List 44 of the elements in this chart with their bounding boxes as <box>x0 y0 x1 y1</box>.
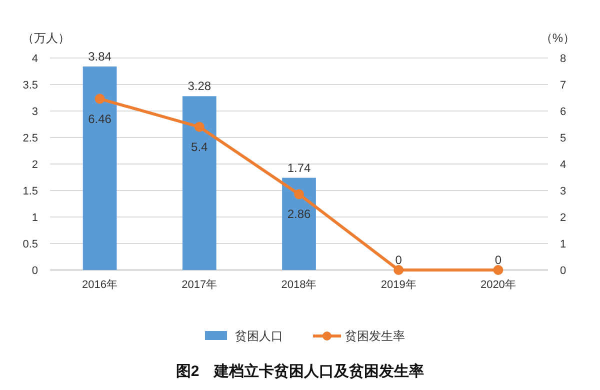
point <box>493 265 504 275</box>
y-tick-label: 0 <box>32 265 38 277</box>
x-tick-label: 2018年 <box>281 279 317 291</box>
y-tick-label: 4 <box>32 53 38 65</box>
y2-tick-label: 5 <box>560 132 566 144</box>
data-label: 0 <box>395 253 402 267</box>
bar <box>182 96 216 270</box>
bar <box>82 66 117 270</box>
x-tick-label: 2017年 <box>182 279 218 291</box>
y2-tick-label: 8 <box>560 53 566 65</box>
y2-tick-label: 2 <box>560 212 566 224</box>
data-label: 3.84 <box>88 49 112 64</box>
point <box>194 122 204 132</box>
point <box>394 265 404 275</box>
data-label: 6.46 <box>88 112 112 126</box>
y-tick-label: 2.5 <box>22 132 38 144</box>
y-tick-label: 1 <box>32 212 38 224</box>
y2-tick-label: 1 <box>560 238 566 250</box>
x-tick-label: 2019年 <box>380 279 416 291</box>
y2-tick-label: 0 <box>560 265 566 277</box>
text: 图2 建档立卡贫困人口及贫困发生率 <box>176 362 424 380</box>
y2-tick-label: 3 <box>560 186 566 198</box>
point <box>294 189 304 200</box>
x-tick-label: 2016年 <box>82 279 118 291</box>
point <box>94 94 105 104</box>
bar <box>282 178 316 270</box>
y2-tick-label: 7 <box>560 80 566 92</box>
y-tick-label: 3 <box>32 106 38 118</box>
y2-axis-title: （%） <box>540 31 575 45</box>
data-label: 0 <box>494 253 502 267</box>
data-label: 2.86 <box>287 207 311 222</box>
data-label: 5.4 <box>191 140 208 154</box>
y2-tick-label: 6 <box>560 106 566 118</box>
y2-tick-label: 4 <box>560 159 566 171</box>
y-tick-label: 2 <box>32 159 38 171</box>
y-tick-label: 0.5 <box>22 238 38 250</box>
y-tick-label: 1.5 <box>22 186 38 198</box>
legend-label: 贫困人口 <box>235 329 283 343</box>
legend-label: 贫困发生率 <box>345 329 405 343</box>
y-tick-label: 3.5 <box>22 80 38 92</box>
data-label: 3.28 <box>188 79 212 94</box>
x-tick-label: 2020年 <box>480 279 516 291</box>
data-label: 1.74 <box>287 160 311 175</box>
y-axis-title: （万人） <box>22 31 70 45</box>
